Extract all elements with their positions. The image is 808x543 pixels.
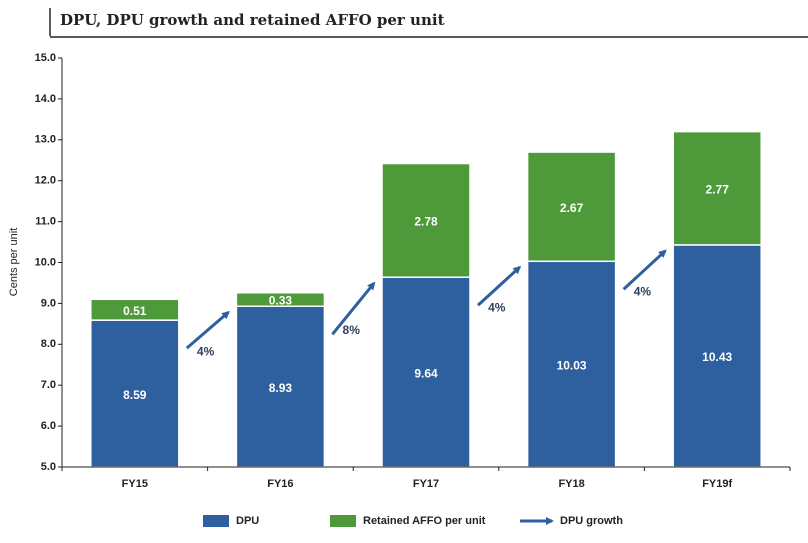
legend-label: DPU [236,515,259,527]
bar-segment [90,319,180,468]
growth-label: 4% [488,300,506,314]
y-tick-label: 9.0 [41,297,56,309]
growth-label: 4% [634,284,652,298]
x-tick-label: FY17 [413,478,439,490]
y-axis-label: Cents per unit [8,228,20,296]
value-label: 2.78 [414,215,438,229]
y-tick-label: 8.0 [41,338,56,350]
y-tick-label: 12.0 [35,175,56,187]
legend-label: DPU growth [560,515,623,527]
growth-arrow [476,265,522,307]
bar-segment [235,305,326,468]
y-tick-label: 5.0 [41,461,56,473]
value-label: 2.77 [706,182,730,196]
bar-segment [90,298,180,321]
bar-segment [672,244,762,468]
bar-segment [235,292,326,308]
y-tick-label: 15.0 [35,52,56,64]
legend-swatch [330,515,356,527]
legend-swatch [203,515,229,527]
value-label: 8.59 [123,388,147,402]
y-tick-label: 11.0 [35,216,56,228]
x-tick-label: FY19f [702,478,732,490]
value-label: 0.33 [269,294,293,308]
y-tick-label: 6.0 [41,420,56,432]
growth-label: 4% [197,344,215,358]
legend-label: Retained AFFO per unit [363,515,486,527]
bar-segment [672,130,762,246]
value-label: 2.67 [560,201,584,215]
value-label: 8.93 [269,381,293,395]
bar-segment [381,276,471,468]
bar-segment [381,162,471,278]
growth-arrow [185,310,230,350]
growth-arrow [622,249,667,291]
x-tick-label: FY16 [267,478,293,490]
bar-segment [526,260,617,468]
x-tick-label: FY18 [558,478,584,490]
bar-segment [526,151,617,263]
growth-label: 8% [343,323,361,337]
value-label: 9.64 [414,366,438,380]
x-tick-label: FY15 [122,478,148,490]
value-label: 10.03 [557,358,587,372]
y-tick-label: 13.0 [35,134,56,146]
y-tick-label: 14.0 [35,93,56,105]
y-tick-label: 7.0 [41,379,56,391]
y-tick-label: 10.0 [35,256,56,268]
growth-arrow [331,281,376,336]
chart-title: DPU, DPU growth and retained AFFO per un… [60,11,445,29]
value-label: 0.51 [123,304,147,318]
value-label: 10.43 [702,350,732,364]
